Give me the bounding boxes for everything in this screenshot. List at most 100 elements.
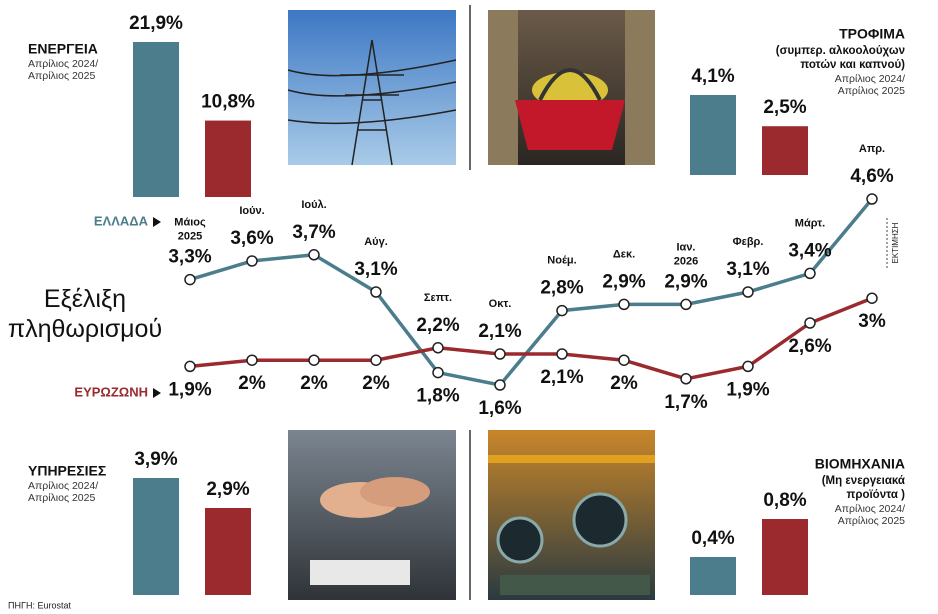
x-label: Οκτ. <box>489 298 512 310</box>
value-label: 2% <box>362 373 390 394</box>
value-label: 0,4% <box>691 528 734 549</box>
value-label: 1,9% <box>726 379 769 400</box>
bar <box>133 478 179 595</box>
x-label: Φεβρ. <box>733 236 764 248</box>
value-label: 2,8% <box>540 278 583 299</box>
panel-note: προϊόντα ) <box>847 489 906 501</box>
point <box>433 368 443 378</box>
series-line <box>190 298 872 379</box>
value-label: 3,6% <box>230 228 273 249</box>
x-label: Μάρτ. <box>795 217 825 229</box>
panel-subtitle: Απρίλιος 2024/ <box>28 58 98 70</box>
value-label: 3,3% <box>168 247 211 268</box>
panel-subtitle: Απρίλιος 2024/ <box>835 73 905 85</box>
bar <box>690 95 736 175</box>
point <box>371 355 381 365</box>
panel-subtitle: Απρίλιος 2024/ <box>835 503 905 515</box>
point <box>247 355 257 365</box>
source: ΠΗΓΗ: Eurostat <box>8 600 71 610</box>
panel-subtitle: Απρίλιος 2025 <box>838 515 905 527</box>
value-label: 2,9% <box>602 271 645 292</box>
panel-note: (Μη ενεργειακά <box>822 475 905 487</box>
panel-title: ΕΝΕΡΓΕΙΑ <box>28 41 98 57</box>
value-label: 21,9% <box>129 13 183 34</box>
panel-title: ΥΠΗΡΕΣΙΕΣ <box>28 463 106 479</box>
value-label: 2% <box>300 373 328 394</box>
panel-subtitle: Απρίλιος 2025 <box>838 85 905 97</box>
legend-label: ΕΛΛΑΔΑ <box>94 213 149 228</box>
x-label: Ιαν.2026 <box>674 241 698 267</box>
point <box>557 306 567 316</box>
bar <box>133 42 179 197</box>
bar <box>762 519 808 595</box>
value-label: 2,9% <box>664 271 707 292</box>
x-label: Απρ. <box>859 143 885 155</box>
point <box>309 250 319 260</box>
point <box>681 299 691 309</box>
point <box>185 361 195 371</box>
value-label: 2,1% <box>540 367 583 388</box>
point <box>805 318 815 328</box>
point <box>557 349 567 359</box>
point <box>619 355 629 365</box>
x-label: Ιούν. <box>239 205 264 217</box>
point <box>743 361 753 371</box>
panel-subtitle: Απρίλιος 2025 <box>28 70 95 82</box>
panel-subtitle: Απρίλιος 2025 <box>28 492 95 504</box>
bar <box>690 557 736 595</box>
value-label: 2% <box>610 373 638 394</box>
value-label: 0,8% <box>763 490 806 511</box>
legend-arrow <box>153 388 161 398</box>
x-label: Σεπτ. <box>424 292 452 304</box>
bar <box>762 126 808 175</box>
value-label: 3,1% <box>726 259 769 280</box>
value-label: 2% <box>238 373 266 394</box>
value-label: 1,9% <box>168 379 211 400</box>
photo-handshake <box>288 430 456 600</box>
value-label: 4,1% <box>691 66 734 87</box>
value-label: 2,9% <box>206 479 249 500</box>
value-label: 1,8% <box>416 386 459 407</box>
value-label: 2,5% <box>763 97 806 118</box>
value-label: 1,6% <box>478 398 521 419</box>
point <box>371 287 381 297</box>
value-label: 3,1% <box>354 259 397 280</box>
point <box>867 194 877 204</box>
value-label: 3,7% <box>292 222 335 243</box>
photo-pylon <box>288 10 456 165</box>
point <box>867 293 877 303</box>
value-label: 2,2% <box>416 315 459 336</box>
annotation: ΕΚΤΙΜΗΣΗ <box>891 222 900 263</box>
value-label: 3,4% <box>788 240 831 261</box>
point <box>309 355 319 365</box>
x-label: Αύγ. <box>364 236 388 248</box>
point <box>681 374 691 384</box>
value-label: 10,8% <box>201 92 255 113</box>
x-label: Ιούλ. <box>301 199 326 211</box>
legend-label: ΕΥΡΩΖΩΝΗ <box>74 384 148 399</box>
panel-title: ΒΙΟΜΗΧΑΝΙΑ <box>815 456 905 472</box>
x-label: Δεκ. <box>613 248 635 260</box>
point <box>495 349 505 359</box>
point <box>619 299 629 309</box>
bar <box>205 508 251 595</box>
panel-note: ποτών και καπνού) <box>800 59 905 71</box>
legend-arrow <box>153 217 161 227</box>
value-label: 2,6% <box>788 336 831 357</box>
photo-basket <box>488 10 655 165</box>
point <box>805 268 815 278</box>
panel-title: ΤΡΟΦΙΜΑ <box>839 26 905 42</box>
value-label: 3,9% <box>134 449 177 470</box>
panel-subtitle: Απρίλιος 2024/ <box>28 480 98 492</box>
value-label: 1,7% <box>664 392 707 413</box>
infographic: ΠΗΓΗ: Eurostat Εξέλιξηπληθωρισμού ΕΛΛΑΔΑ Ε… <box>0 0 938 614</box>
panel-note: (συμπερ. αλκοολούχων <box>776 45 905 57</box>
bar <box>205 121 251 197</box>
photo-factory <box>488 430 655 600</box>
point <box>247 256 257 266</box>
value-label: 2,1% <box>478 321 521 342</box>
value-label: 3% <box>858 311 886 332</box>
point <box>433 343 443 353</box>
